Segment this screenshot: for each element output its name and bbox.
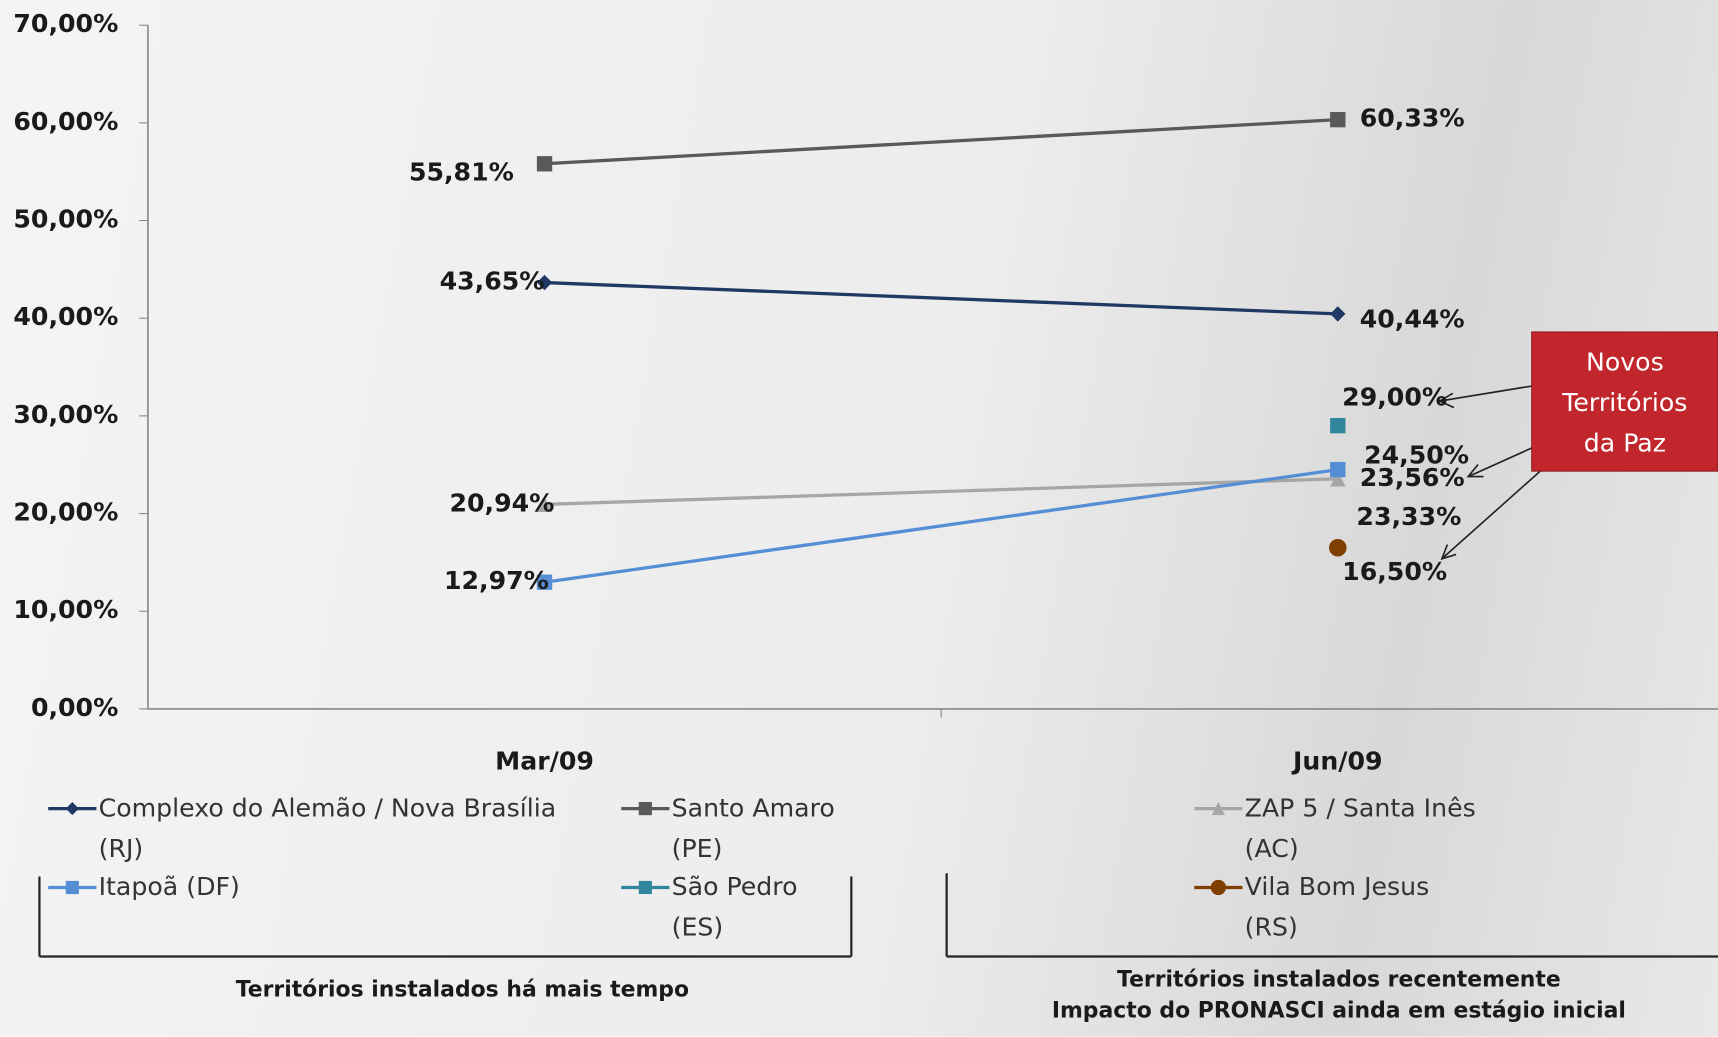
group-label: Territórios instalados há mais tempo: [236, 977, 689, 1002]
line: [545, 283, 1338, 314]
y-tick-label: 60,00%: [13, 107, 118, 136]
page: Territórios instalados há mais tempo Ter…: [0, 0, 1718, 1037]
marker: [639, 881, 652, 894]
legend-entry: Itapoã (DF): [46, 868, 252, 909]
y-tick-label: 30,00%: [13, 400, 118, 429]
marker: [66, 802, 79, 815]
marker: [1211, 880, 1226, 895]
value-label: 43,65%: [440, 267, 545, 296]
legend-entry: Vila Bom Jesus (RS): [1192, 868, 1464, 949]
value-label: 29,00%: [1342, 382, 1447, 411]
series: 16,50%: [1329, 539, 1447, 586]
legend-entry: ZAP 5 / Santa Inês (AC): [1192, 789, 1508, 870]
value-label: 12,97%: [444, 566, 549, 595]
slide: Territórios instalados há mais tempo Ter…: [0, 0, 1718, 1036]
legend-swatch: [46, 792, 99, 825]
value-label: 16,50%: [1342, 557, 1447, 586]
marker: [1330, 418, 1345, 433]
y-tick-label: 10,00%: [13, 595, 118, 624]
annotation-label: 23,33%: [1356, 502, 1461, 531]
legend-label: Vila Bom Jesus (RS): [1245, 868, 1464, 949]
marker: [537, 156, 552, 171]
value-label: 55,81%: [409, 158, 514, 187]
marker: [1330, 112, 1345, 127]
legend-label: Santo Amaro (PE): [672, 789, 864, 870]
value-label: 24,50%: [1364, 440, 1469, 469]
line: [545, 120, 1338, 164]
legend-label: São Pedro (ES): [672, 868, 825, 949]
y-tick-label: 50,00%: [13, 205, 118, 234]
series: 55,81% 60,33%: [409, 104, 1465, 187]
marker: [66, 881, 79, 894]
marker: [1330, 462, 1345, 477]
y-tick-label: 20,00%: [13, 498, 118, 527]
legend-label: ZAP 5 / Santa Inês (AC): [1245, 789, 1508, 870]
legend-label: Itapoã (DF): [99, 868, 252, 909]
series: 20,94%23,56%: [449, 463, 1464, 518]
x-tick-label: Mar/09: [495, 747, 594, 776]
legend-swatch: [46, 871, 99, 904]
legend-entry: Santo Amaro (PE): [619, 789, 863, 870]
callout-text: Novos Territórios da Paz: [1543, 343, 1707, 465]
marker: [1330, 306, 1345, 321]
value-label: 40,44%: [1360, 304, 1465, 333]
group-label: Territórios instalados recentemente: [1117, 968, 1561, 993]
group-label: Impacto do PRONASCI ainda em estágio ini…: [1052, 998, 1626, 1023]
callout: Novos Territórios da Paz: [1532, 332, 1718, 471]
series: 43,65% 40,44%: [440, 267, 1465, 334]
legend-entry: São Pedro (ES): [619, 868, 825, 949]
marker: [1329, 539, 1347, 557]
y-tick-label: 0,00%: [31, 693, 118, 722]
line: [545, 470, 1338, 583]
legend-swatch: [1192, 871, 1245, 904]
value-label: 20,94%: [449, 488, 554, 517]
y-tick-label: 70,00%: [13, 9, 118, 38]
legend-label: Complexo do Alemão / Nova Brasília (RJ): [99, 789, 603, 870]
legend-swatch: [619, 792, 672, 825]
legend-swatch: [1192, 792, 1245, 825]
y-tick-label: 40,00%: [13, 302, 118, 331]
legend-swatch: [619, 871, 672, 904]
marker: [639, 802, 652, 815]
legend-entry: Complexo do Alemão / Nova Brasília (RJ): [46, 789, 603, 870]
series: 29,00%: [1330, 382, 1447, 433]
series: 12,97% 24,50%: [444, 440, 1469, 595]
x-tick-label: Jun/09: [1291, 747, 1383, 776]
value-label: 60,33%: [1360, 104, 1465, 133]
line: [545, 479, 1338, 505]
